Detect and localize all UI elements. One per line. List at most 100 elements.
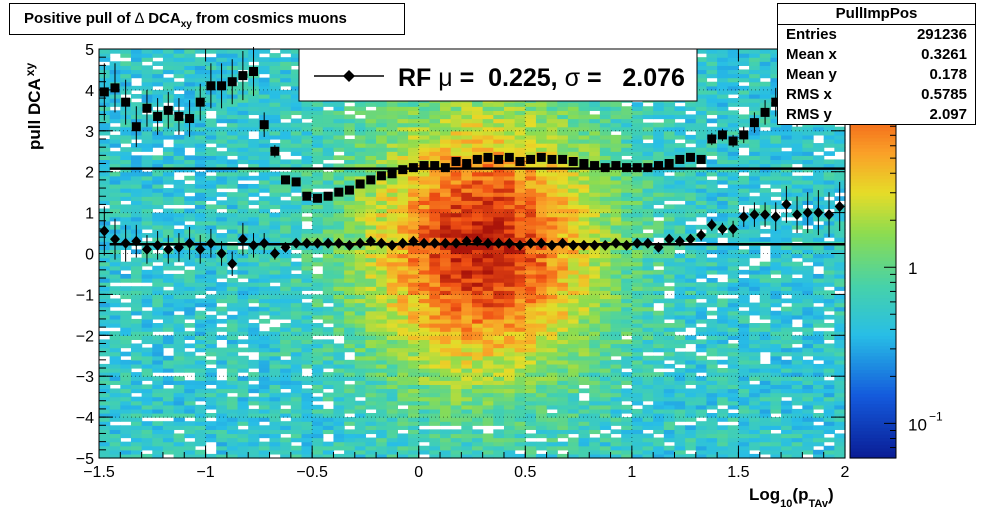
heatmap-cell	[205, 294, 217, 300]
heatmap-cell	[258, 224, 271, 230]
heatmap-cell	[109, 138, 121, 144]
heatmap-cell	[141, 224, 153, 230]
heatmap-cell	[152, 257, 164, 263]
heatmap-cell	[290, 294, 303, 300]
heatmap-cell	[514, 396, 526, 402]
heatmap-cell	[354, 188, 367, 193]
heatmap-cell	[429, 441, 441, 447]
heatmap-cell	[312, 368, 324, 373]
heatmap-cell	[653, 106, 665, 111]
heatmap-cell	[503, 118, 516, 124]
heatmap-cell	[503, 294, 516, 300]
heatmap-cell	[482, 294, 494, 300]
heatmap-cell	[173, 359, 185, 365]
heatmap-cell	[663, 224, 676, 230]
heatmap-cell	[429, 445, 441, 451]
heatmap-cell	[621, 118, 633, 124]
heatmap-cell	[354, 126, 367, 132]
heatmap-cell	[376, 368, 388, 373]
heatmap-cell	[514, 118, 526, 124]
heatmap-cell	[535, 339, 548, 345]
heatmap-cell	[216, 363, 228, 369]
heatmap-cell	[418, 106, 430, 111]
heatmap-cell	[493, 192, 505, 197]
heatmap-cell	[610, 445, 622, 451]
heatmap-cell	[599, 417, 612, 422]
heatmap-cell	[152, 408, 164, 414]
heatmap-cell	[226, 163, 239, 169]
heatmap-cell	[663, 245, 676, 251]
heatmap-cell	[376, 179, 388, 185]
heatmap-cell	[440, 151, 452, 156]
heatmap-cell	[461, 220, 473, 226]
heatmap-cell	[386, 224, 398, 230]
heatmap-cell	[493, 188, 505, 193]
heatmap-cell	[376, 204, 388, 210]
heatmap-cell	[525, 302, 537, 308]
heatmap-cell	[631, 298, 644, 304]
heatmap-cell	[557, 298, 569, 304]
heatmap-cell	[493, 363, 505, 369]
heatmap-cell	[312, 106, 324, 111]
heatmap-cell	[184, 69, 196, 75]
heatmap-cell	[301, 449, 313, 455]
heatmap-cell	[99, 118, 111, 124]
heatmap-cell	[642, 355, 654, 361]
heatmap-cell	[109, 396, 121, 402]
heatmap-cell	[141, 53, 153, 58]
heatmap-cell	[99, 449, 111, 455]
heatmap-cell	[631, 257, 644, 263]
heatmap-cell	[535, 204, 548, 210]
heatmap-cell	[610, 282, 622, 287]
heatmap-cell	[408, 351, 420, 357]
heatmap-cell	[397, 200, 409, 206]
heatmap-cell	[429, 106, 441, 111]
heatmap-cell	[344, 417, 356, 422]
heatmap-cell	[642, 171, 654, 177]
heatmap-cell	[269, 93, 281, 99]
heatmap-cell	[557, 163, 569, 169]
heatmap-cell	[525, 143, 537, 148]
heatmap-cell	[173, 220, 185, 226]
heatmap-cell	[248, 183, 260, 189]
heatmap-cell	[269, 441, 281, 447]
heatmap-cell	[493, 183, 505, 189]
heatmap-cell	[269, 404, 281, 410]
heatmap-cell	[557, 347, 569, 353]
heatmap-cell	[450, 282, 462, 287]
heatmap-cell	[482, 257, 494, 263]
heatmap-cell	[386, 441, 398, 447]
heatmap-cell	[397, 233, 409, 238]
heatmap-cell	[663, 323, 676, 328]
heatmap-cell	[120, 302, 132, 308]
heatmap-cell	[557, 183, 569, 189]
heatmap-cell	[237, 196, 249, 201]
heatmap-cell	[514, 359, 526, 365]
heatmap-cell	[301, 122, 313, 128]
heatmap-cell	[461, 327, 473, 332]
heatmap-cell	[461, 298, 473, 304]
heatmap-cell	[397, 179, 409, 185]
heatmap-cell	[663, 392, 676, 398]
heatmap-cell	[173, 298, 185, 304]
heatmap-cell	[578, 368, 590, 373]
heatmap-cell	[557, 286, 569, 291]
heatmap-cell	[482, 233, 494, 238]
heatmap-cell	[354, 318, 367, 324]
heatmap-cell	[344, 437, 356, 443]
heatmap-cell	[493, 216, 505, 222]
heatmap-cell	[386, 363, 398, 369]
heatmap-cell	[429, 302, 441, 308]
heatmap-cell	[280, 376, 292, 381]
heatmap-cell	[503, 261, 516, 267]
heatmap-cell	[546, 224, 558, 230]
heatmap-cell	[109, 376, 121, 381]
heatmap-cell	[408, 421, 420, 426]
heatmap-cell	[162, 449, 175, 455]
heatmap-cell	[322, 355, 335, 361]
heatmap-cell	[535, 114, 548, 120]
heatmap-cell	[301, 441, 313, 447]
heatmap-cell	[567, 192, 580, 197]
heatmap-cell	[120, 183, 132, 189]
heatmap-cell	[653, 138, 665, 144]
